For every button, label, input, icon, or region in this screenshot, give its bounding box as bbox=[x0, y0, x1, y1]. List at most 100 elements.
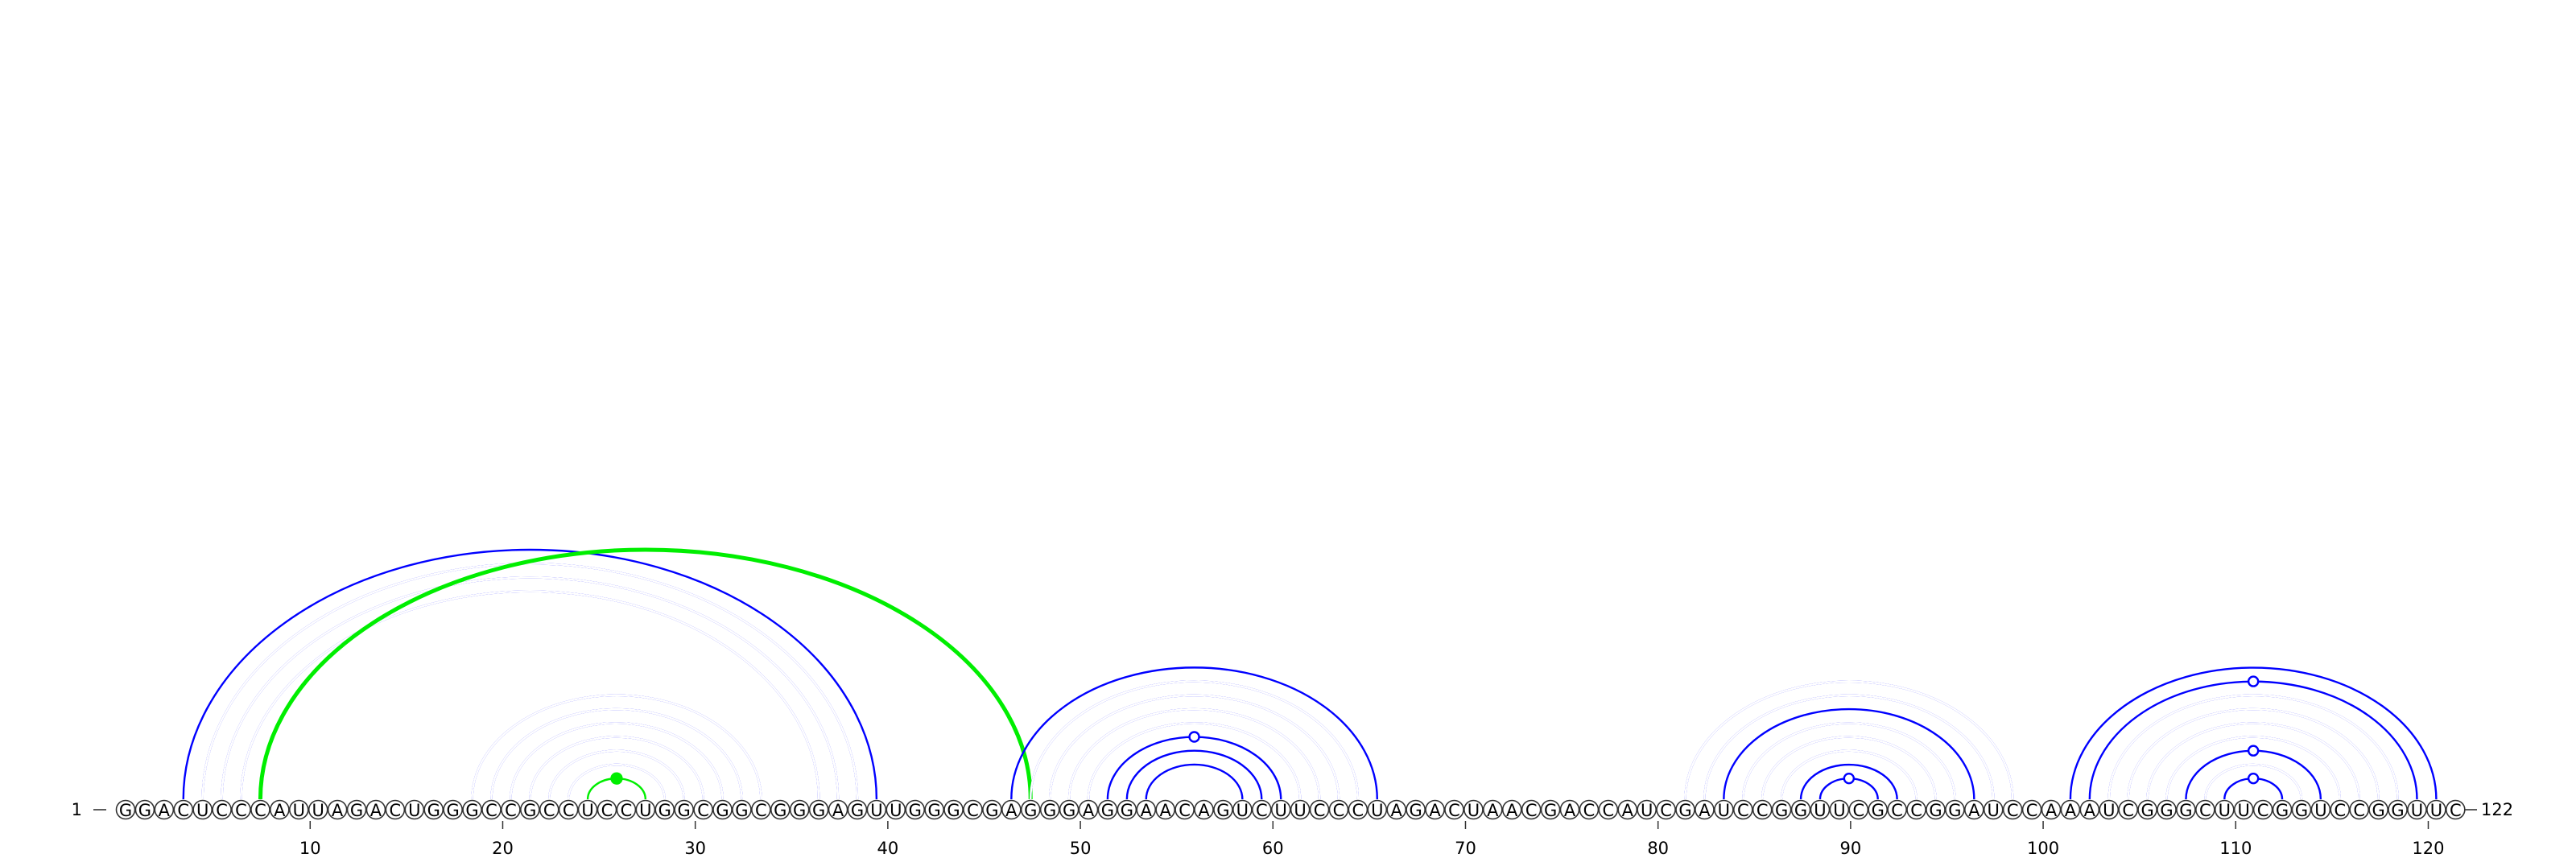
nucleotide: A bbox=[2079, 799, 2100, 820]
nucleotide: C bbox=[1656, 799, 1676, 820]
nucleotide: G bbox=[770, 799, 791, 820]
nucleotide: U bbox=[2099, 799, 2120, 820]
nucleotide-letter: G bbox=[793, 801, 806, 820]
nucleotide-letter: C bbox=[2026, 801, 2038, 820]
arc-outer bbox=[240, 590, 820, 800]
nucleotide-circle bbox=[1194, 799, 1214, 820]
nucleotide: C bbox=[2446, 799, 2466, 820]
nucleotide-letter: C bbox=[1333, 801, 1345, 820]
base-pair-arc bbox=[1761, 736, 1937, 800]
nucleotide-letter: A bbox=[1141, 801, 1153, 820]
nucleotide-letter: A bbox=[1968, 801, 1980, 820]
nucleotide: G bbox=[115, 799, 136, 820]
nucleotide-circle bbox=[1656, 799, 1676, 820]
nucleotide-letter: G bbox=[927, 801, 940, 820]
base-pair-arc bbox=[182, 548, 878, 800]
nucleotide-letter: U bbox=[1833, 801, 1845, 820]
nucleotide-letter: C bbox=[1179, 801, 1191, 820]
nucleotide-circle bbox=[1868, 799, 1889, 820]
nucleotide-circle bbox=[808, 799, 829, 820]
nucleotide: U bbox=[192, 799, 213, 820]
arc-inner bbox=[490, 707, 743, 800]
arc-outer bbox=[221, 576, 840, 800]
nucleotide-circle bbox=[1906, 799, 1926, 820]
base-pair-arc bbox=[1723, 707, 1975, 800]
nucleotide-circle bbox=[712, 799, 733, 820]
tick-label: 30 bbox=[684, 839, 706, 858]
base-pair-arc bbox=[529, 736, 704, 800]
nucleotide: C bbox=[173, 799, 194, 820]
nucleotide-letter: U bbox=[1468, 801, 1480, 820]
nucleotide-letter: U bbox=[1988, 801, 2000, 820]
nucleotide-circle bbox=[1483, 799, 1503, 820]
arc-outer bbox=[201, 563, 859, 800]
nucleotide-circle bbox=[674, 799, 694, 820]
nucleotide-letter: G bbox=[427, 801, 440, 820]
nucleotide: C bbox=[597, 799, 617, 820]
nucleotide-circle bbox=[1752, 799, 1773, 820]
arc-inner bbox=[2165, 736, 2341, 800]
nucleotide-circle bbox=[770, 799, 791, 820]
wobble-pair-dot bbox=[1843, 772, 1856, 785]
nucleotide: G bbox=[134, 799, 155, 820]
nucleotide-circle bbox=[2195, 799, 2215, 820]
nucleotide: A bbox=[365, 799, 386, 820]
nucleotide-circle bbox=[481, 799, 502, 820]
nucleotide-circle bbox=[1887, 799, 1907, 820]
nucleotide-letter: C bbox=[967, 801, 979, 820]
nucleotide-circle bbox=[1945, 799, 1965, 820]
nucleotide: C bbox=[1752, 799, 1773, 820]
nucleotide-circle bbox=[751, 799, 771, 820]
nucleotide-letter: C bbox=[1583, 801, 1596, 820]
nucleotide-letter: A bbox=[1699, 801, 1711, 820]
nucleotide: G bbox=[808, 799, 829, 820]
nucleotide-circle bbox=[1790, 799, 1811, 820]
nucleotide-letter: G bbox=[985, 801, 998, 820]
nucleotide: C bbox=[751, 799, 771, 820]
nucleotide: U bbox=[1810, 799, 1831, 820]
nucleotide-letter: G bbox=[851, 801, 864, 820]
nucleotide-circle bbox=[134, 799, 155, 820]
nucleotide-circle bbox=[520, 799, 540, 820]
nucleotide-letter: G bbox=[1775, 801, 1788, 820]
nucleotide-letter: G bbox=[1043, 801, 1056, 820]
nucleotide-letter: G bbox=[1024, 801, 1037, 820]
base-pair-arc bbox=[2069, 666, 2438, 800]
nucleotide: G bbox=[1790, 799, 1811, 820]
nucleotide: G bbox=[982, 799, 1002, 820]
arc-outer bbox=[1761, 736, 1937, 800]
nucleotide-circle bbox=[1598, 799, 1619, 820]
nucleotide-circle bbox=[2446, 799, 2466, 820]
nucleotide: A bbox=[1425, 799, 1445, 820]
nucleotide-letter: U bbox=[1294, 801, 1306, 820]
arc-inner bbox=[2146, 722, 2360, 800]
nucleotide-letter: C bbox=[1352, 801, 1364, 820]
nucleotide: G bbox=[2388, 799, 2408, 820]
nucleotide-circle bbox=[943, 799, 964, 820]
nucleotide-circle bbox=[2368, 799, 2388, 820]
nucleotide-letter: A bbox=[1083, 801, 1095, 820]
nucleotide-circle bbox=[2099, 799, 2120, 820]
nucleotide: C bbox=[1732, 799, 1753, 820]
nucleotide: C bbox=[385, 799, 406, 820]
nucleotide-circle bbox=[732, 799, 752, 820]
nucleotide-circle bbox=[1848, 799, 1869, 820]
arc-inner bbox=[1067, 707, 1321, 800]
arc-inner bbox=[1761, 736, 1937, 800]
nucleotide-circle bbox=[327, 799, 348, 820]
nucleotide-letter: A bbox=[370, 801, 382, 820]
nucleotide-circle bbox=[1290, 799, 1311, 820]
nucleotide: G bbox=[1039, 799, 1060, 820]
nucleotide: C bbox=[2349, 799, 2370, 820]
arc-line bbox=[1799, 763, 1898, 800]
nucleotide-letter: A bbox=[1005, 801, 1018, 820]
arc-line bbox=[1723, 707, 1975, 800]
nucleotide-letter: C bbox=[1525, 801, 1538, 820]
nucleotide-letter: U bbox=[2314, 801, 2326, 820]
nucleotide-circle bbox=[1136, 799, 1157, 820]
arc-line bbox=[1106, 736, 1282, 800]
nucleotide-letter: C bbox=[2199, 801, 2211, 820]
nucleotide-letter: G bbox=[658, 801, 671, 820]
arc-line bbox=[1145, 763, 1244, 800]
nucleotide-circle bbox=[1039, 799, 1060, 820]
